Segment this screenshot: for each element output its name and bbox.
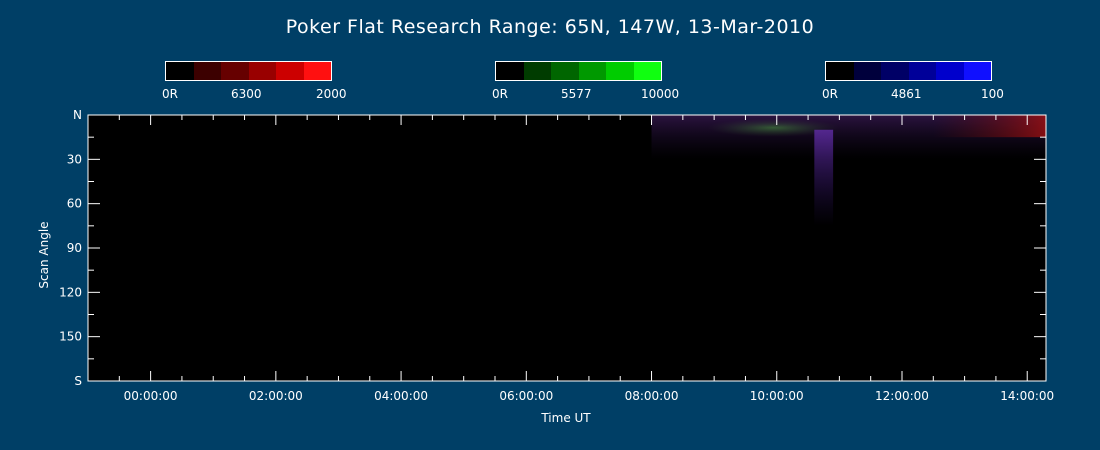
y-tick-label: 60 bbox=[67, 197, 82, 211]
colorbar-5577-swatch-1 bbox=[523, 62, 551, 80]
colorbar-6300-swatch-3 bbox=[248, 62, 276, 80]
x-axis-label: Time UT bbox=[541, 411, 591, 425]
colorbar-4861-mid-label: 4861 bbox=[891, 87, 922, 101]
colorbar-6300 bbox=[165, 61, 332, 81]
colorbar-4861-max-label: 100 bbox=[981, 87, 1004, 101]
colorbar-4861-swatch-3 bbox=[908, 62, 936, 80]
colorbar-5577 bbox=[495, 61, 662, 81]
x-tick-label: 02:00:00 bbox=[249, 389, 303, 403]
colorbar-6300-swatch-5 bbox=[303, 62, 331, 80]
colorbar-4861-swatch-5 bbox=[963, 62, 991, 80]
colorbar-5577-swatch-4 bbox=[606, 62, 634, 80]
colorbar-5577-swatch-2 bbox=[551, 62, 579, 80]
colorbar-5577-swatch-5 bbox=[633, 62, 661, 80]
x-tick-label: 04:00:00 bbox=[374, 389, 428, 403]
colorbar-5577-max-label: 10000 bbox=[641, 87, 680, 101]
colorbar-4861-swatch-4 bbox=[936, 62, 964, 80]
colorbar-4861 bbox=[825, 61, 992, 81]
y-axis-label: Scan Angle bbox=[37, 221, 51, 289]
y-tick-label: 150 bbox=[59, 330, 82, 344]
y-tick-label: 120 bbox=[59, 285, 82, 299]
colorbar-6300-swatch-1 bbox=[193, 62, 221, 80]
colorbar-4861-swatch-1 bbox=[853, 62, 881, 80]
x-tick-label: 00:00:00 bbox=[124, 389, 178, 403]
feature-4861-2 bbox=[814, 129, 834, 226]
colorbar-6300-max-label: 2000 bbox=[316, 87, 347, 101]
x-tick-label: 06:00:00 bbox=[499, 389, 553, 403]
x-tick-label: 10:00:00 bbox=[750, 389, 804, 403]
x-tick-label: 12:00:00 bbox=[875, 389, 929, 403]
y-tick-label: 90 bbox=[67, 241, 82, 255]
colorbar-4861-swatch-0 bbox=[826, 62, 854, 80]
x-tick-label: 14:00:00 bbox=[1000, 389, 1054, 403]
feature-6300-3 bbox=[933, 115, 1046, 138]
chart-title: Poker Flat Research Range: 65N, 147W, 13… bbox=[285, 16, 815, 38]
colorbar-5577-mid-label: 5577 bbox=[561, 87, 592, 101]
colorbar-6300-mid-label: 6300 bbox=[231, 87, 262, 101]
y-tick-label: 30 bbox=[67, 152, 82, 166]
colorbar-5577-min-label: 0R bbox=[492, 87, 508, 101]
y-tick-label: S bbox=[74, 374, 82, 388]
colorbar-4861-min-label: 0R bbox=[822, 87, 838, 101]
colorbar-6300-swatch-0 bbox=[166, 62, 194, 80]
colorbar-6300-swatch-2 bbox=[221, 62, 249, 80]
x-tick-label: 08:00:00 bbox=[625, 389, 679, 403]
y-tick-label: N bbox=[73, 108, 82, 122]
colorbar-5577-swatch-3 bbox=[578, 62, 606, 80]
colorbar-6300-min-label: 0R bbox=[162, 87, 178, 101]
colorbar-6300-swatch-4 bbox=[276, 62, 304, 80]
colorbar-5577-swatch-0 bbox=[496, 62, 524, 80]
colorbar-4861-swatch-2 bbox=[881, 62, 909, 80]
